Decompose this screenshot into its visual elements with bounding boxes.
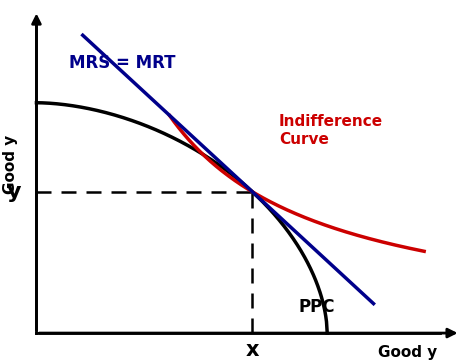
Text: PPC: PPC — [299, 298, 336, 316]
Text: x: x — [246, 340, 259, 360]
Text: Indifference
Curve: Indifference Curve — [279, 114, 383, 147]
Text: Good y: Good y — [3, 135, 18, 194]
Text: MRS = MRT: MRS = MRT — [69, 54, 175, 72]
Text: Good y: Good y — [378, 344, 438, 360]
Text: y: y — [7, 182, 21, 202]
